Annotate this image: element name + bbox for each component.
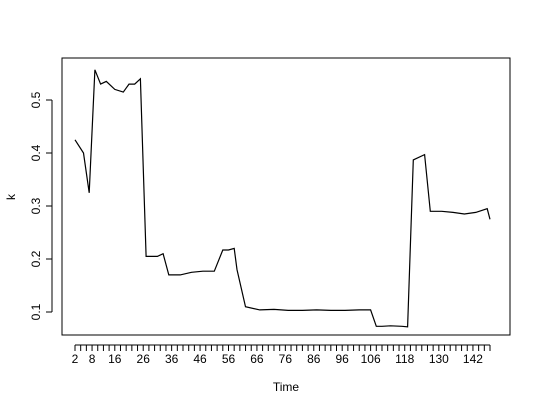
y-axis-ticks (46, 99, 52, 313)
y-axis-tick-labels: 0.1 0.2 0.3 0.4 0.5 (29, 91, 43, 320)
y-tick-label: 0.2 (29, 250, 43, 267)
x-tick-label: 46 (193, 352, 207, 366)
x-tick-label: 130 (429, 352, 449, 366)
x-axis-tick-labels: 2 8 16 26 36 46 56 66 76 86 96 106 118 130 142 (72, 352, 484, 366)
x-tick-label: 8 (89, 352, 96, 366)
x-tick-label: 36 (165, 352, 179, 366)
x-tick-label: 118 (395, 352, 414, 366)
x-tick-label: 142 (463, 352, 483, 366)
x-tick-label: 2 (72, 352, 79, 366)
x-tick-label: 76 (279, 352, 293, 366)
y-tick-label: 0.4 (29, 144, 43, 161)
y-tick-label: 0.5 (29, 91, 43, 108)
plot-box (61, 57, 511, 336)
series-line-0 (74, 69, 491, 328)
y-tick-label: 0.1 (29, 303, 43, 320)
x-axis-ticks (74, 345, 491, 351)
x-axis-title: Time (273, 380, 300, 394)
y-tick-label: 0.3 (29, 197, 43, 214)
x-tick-label: 66 (250, 352, 264, 366)
y-axis-title: k (4, 193, 18, 200)
x-tick-label: 86 (307, 352, 321, 366)
x-tick-label: 106 (361, 352, 381, 366)
series-layer (74, 69, 491, 328)
x-tick-label: 96 (336, 352, 350, 366)
x-tick-label: 56 (222, 352, 236, 366)
x-tick-label: 26 (137, 352, 151, 366)
x-tick-label: 16 (108, 352, 122, 366)
